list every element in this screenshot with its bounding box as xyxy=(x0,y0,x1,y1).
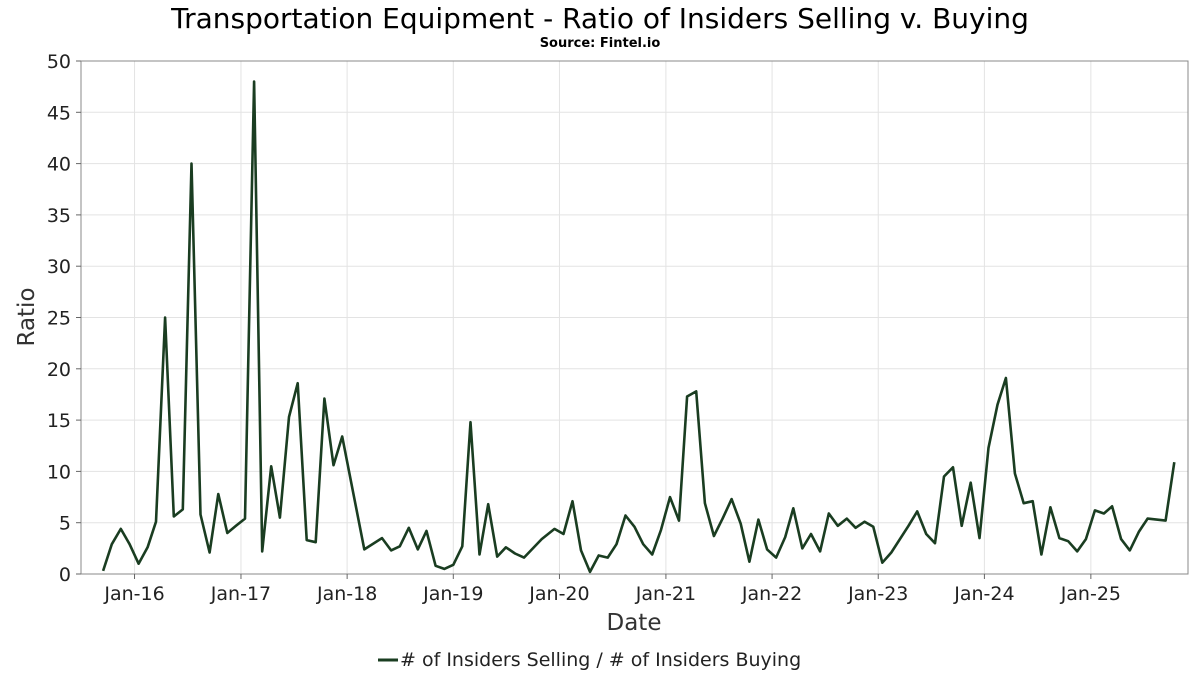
series-layer xyxy=(101,80,1176,574)
y-axis-title: Ratio xyxy=(14,287,40,346)
x-tick-label: Jan-22 xyxy=(741,583,802,605)
y-tick-label: 10 xyxy=(47,461,71,483)
y-tick-label: 45 xyxy=(47,102,71,124)
x-tick-label: Jan-25 xyxy=(1060,583,1121,605)
legend: # of Insiders Selling / # of Insiders Bu… xyxy=(378,649,801,671)
y-tick-label: 35 xyxy=(47,205,71,227)
y-tick-label: 25 xyxy=(47,308,71,330)
y-tick-label: 40 xyxy=(47,154,71,176)
series-line xyxy=(101,80,1176,574)
y-tick-label: 30 xyxy=(47,256,71,278)
x-tick-label: Jan-24 xyxy=(953,583,1014,605)
y-tick-label: 50 xyxy=(47,51,71,73)
y-tick-label: 0 xyxy=(59,564,71,586)
y-tick-label: 20 xyxy=(47,359,71,381)
axis-ticks: 0 5 10 15 20 25 30 35 40 45 50 Jan-16 Jan-17 Jan-18 Ja… xyxy=(47,51,1121,605)
x-tick-label: Jan-23 xyxy=(847,583,908,605)
x-tick-label: Jan-17 xyxy=(210,583,271,605)
y-tick-label: 5 xyxy=(59,513,71,535)
chart-title: Transportation Equipment - Ratio of Insi… xyxy=(171,2,1029,35)
x-axis-title: Date xyxy=(607,610,662,636)
x-tick-label: Jan-19 xyxy=(422,583,483,605)
x-tick-label: Jan-20 xyxy=(528,583,589,605)
x-tick-label: Jan-21 xyxy=(635,583,696,605)
chart-subtitle: Source: Fintel.io xyxy=(539,36,661,51)
legend-label: # of Insiders Selling / # of Insiders Bu… xyxy=(400,649,801,671)
y-tick-label: 15 xyxy=(47,410,71,432)
x-tick-label: Jan-16 xyxy=(103,583,164,605)
x-tick-label: Jan-18 xyxy=(316,583,377,605)
